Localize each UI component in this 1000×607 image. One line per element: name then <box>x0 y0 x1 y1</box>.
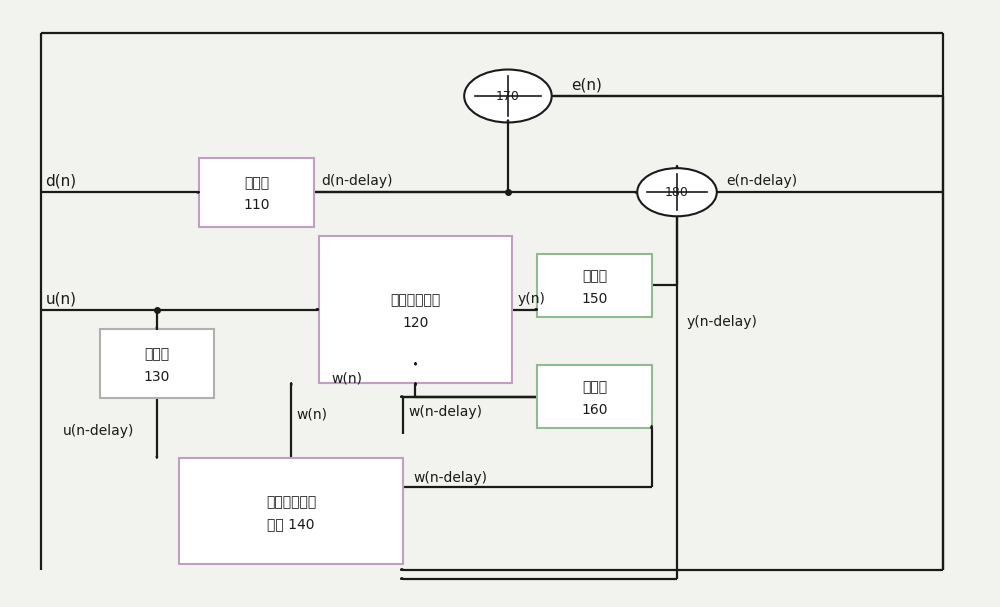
Text: y(n-delay): y(n-delay) <box>687 314 758 328</box>
Ellipse shape <box>637 168 717 216</box>
Bar <box>319 236 512 383</box>
Text: w(n-delay): w(n-delay) <box>413 471 487 485</box>
Text: 延时器: 延时器 <box>144 348 169 362</box>
Text: 权值向量更新: 权值向量更新 <box>266 495 316 509</box>
Text: w(n): w(n) <box>296 408 327 422</box>
Text: 170: 170 <box>496 89 520 103</box>
Text: 延时器: 延时器 <box>582 270 607 283</box>
Text: d(n-delay): d(n-delay) <box>321 174 393 188</box>
Bar <box>179 458 403 564</box>
Text: y(n): y(n) <box>517 292 545 306</box>
Text: 130: 130 <box>144 370 170 384</box>
Text: w(n): w(n) <box>331 371 362 385</box>
Text: u(n): u(n) <box>46 291 77 306</box>
Text: 150: 150 <box>581 292 608 306</box>
Text: 延时器: 延时器 <box>582 381 607 395</box>
Text: 模块 140: 模块 140 <box>267 517 315 531</box>
Text: 180: 180 <box>665 186 689 198</box>
Text: d(n): d(n) <box>46 174 77 189</box>
Bar <box>537 254 652 317</box>
Ellipse shape <box>464 70 552 123</box>
Text: 110: 110 <box>243 198 270 212</box>
Text: u(n-delay): u(n-delay) <box>62 424 134 438</box>
Text: 自适应滤波器: 自适应滤波器 <box>390 294 441 308</box>
Bar <box>100 329 214 398</box>
Text: e(n): e(n) <box>572 78 602 93</box>
Text: 延时器: 延时器 <box>244 176 269 190</box>
Text: 120: 120 <box>402 316 429 330</box>
Text: e(n-delay): e(n-delay) <box>727 174 798 188</box>
Bar <box>199 158 314 227</box>
Text: 160: 160 <box>581 403 608 417</box>
Bar <box>537 365 652 429</box>
Text: w(n-delay): w(n-delay) <box>408 405 482 419</box>
